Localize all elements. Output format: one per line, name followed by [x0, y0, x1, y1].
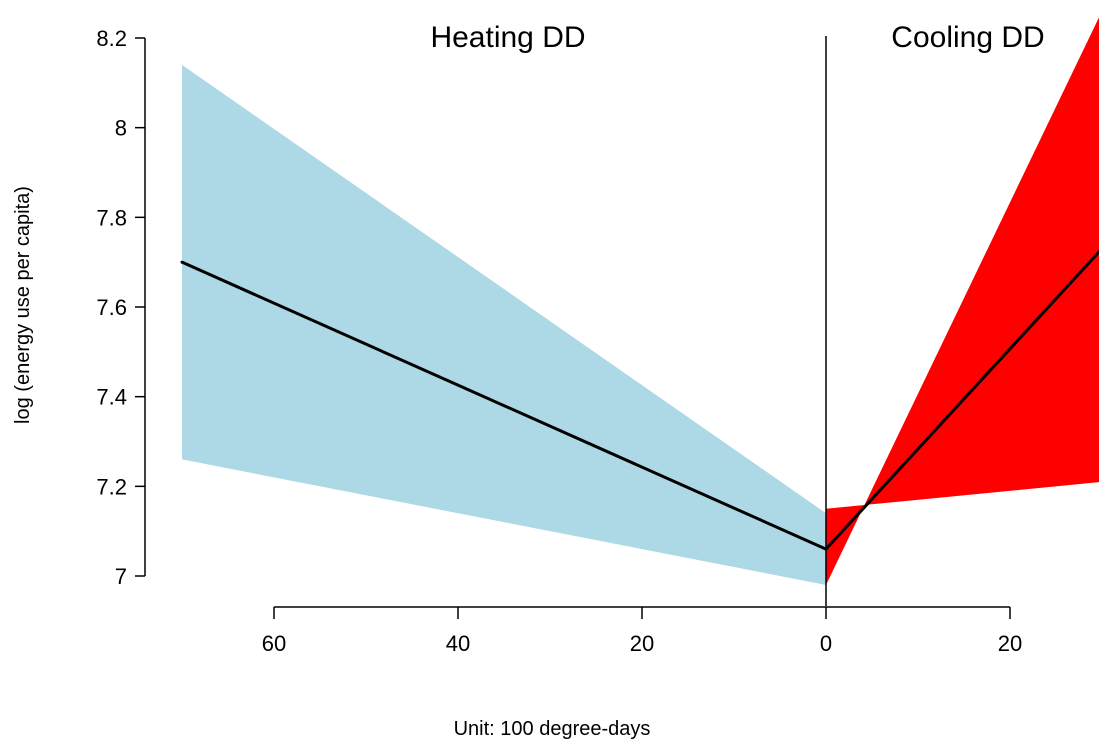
- y-tick-label: 8: [115, 116, 127, 141]
- heating-confidence-band: [182, 64, 826, 585]
- heating-dd-title: Heating DD: [430, 21, 585, 54]
- x-tick-label: 20: [998, 631, 1022, 656]
- y-axis-title: log (energy use per capita): [12, 186, 34, 424]
- cooling-dd-title: Cooling DD: [891, 21, 1044, 54]
- y-axis: 7 7.2 7.4 7.6 7.8 8 8.2: [96, 26, 146, 589]
- x-axis: 60 40 20 0 20: [262, 606, 1022, 656]
- cooling-confidence-band: [826, 17, 1099, 585]
- estimate-lines: [180, 249, 1099, 551]
- x-tick-label: 20: [630, 631, 654, 656]
- y-tick-label: 7.6: [96, 295, 127, 320]
- y-tick-label: 7: [115, 564, 127, 589]
- x-tick-label: 0: [820, 631, 832, 656]
- x-tick-label: 40: [446, 631, 470, 656]
- cooling-estimate-line: [824, 249, 1099, 551]
- x-axis-title: Unit: 100 degree-days: [454, 718, 651, 740]
- x-tick-label: 60: [262, 631, 286, 656]
- confidence-bands: [182, 17, 1099, 585]
- y-tick-label: 7.4: [96, 385, 127, 410]
- y-tick-label: 8.2: [96, 26, 127, 51]
- y-tick-label: 7.8: [96, 205, 127, 230]
- y-tick-label: 7.2: [96, 474, 127, 499]
- heating-estimate-line: [180, 260, 828, 551]
